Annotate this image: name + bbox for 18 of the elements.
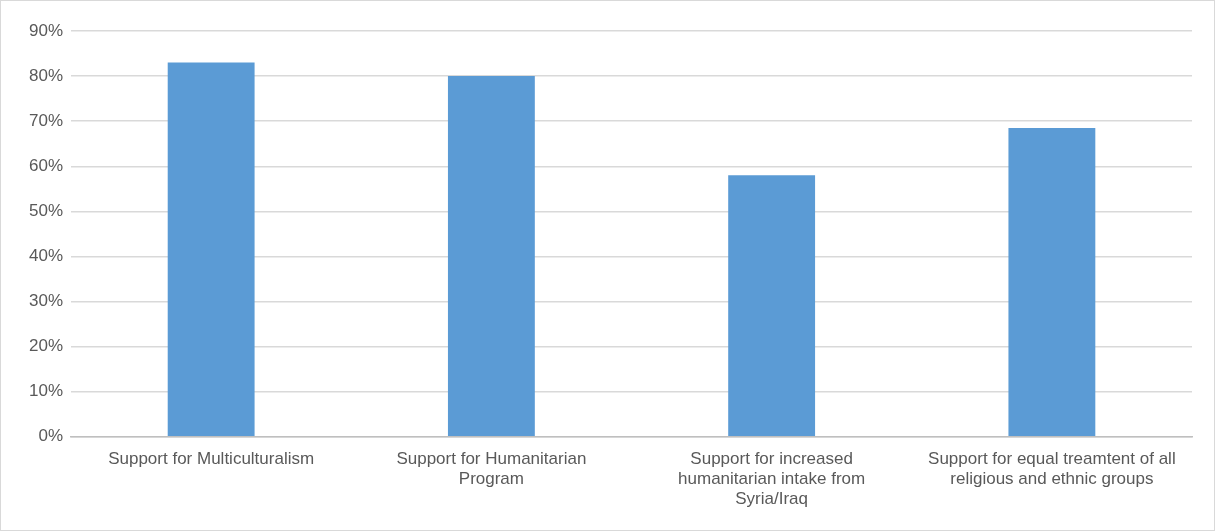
y-tick-label: 60% <box>28 155 64 175</box>
x-tick-label: Support for equal treamtent of all religious and ethnic groups <box>928 448 1176 489</box>
y-tick-label: 70% <box>28 110 64 130</box>
y-tick-label: 0% <box>38 426 64 446</box>
y-tick-label: 30% <box>28 291 64 311</box>
bar <box>447 76 535 437</box>
x-tick-label: Support for Humanitarian Program <box>396 448 587 489</box>
x-tick-label: Support for Multiculturalism <box>108 448 315 468</box>
x-tick-label: Support for increased humanitarian intake from Syria/Iraq <box>678 448 866 509</box>
bar <box>1008 127 1096 437</box>
y-tick-label: 90% <box>28 20 64 40</box>
y-tick-label: 80% <box>28 65 64 85</box>
y-tick-label: 40% <box>28 246 64 266</box>
y-tick-label: 50% <box>28 201 64 221</box>
bar <box>728 175 816 437</box>
y-tick-label: 10% <box>28 381 64 401</box>
bar <box>167 62 255 437</box>
y-tick-label: 20% <box>28 336 64 356</box>
